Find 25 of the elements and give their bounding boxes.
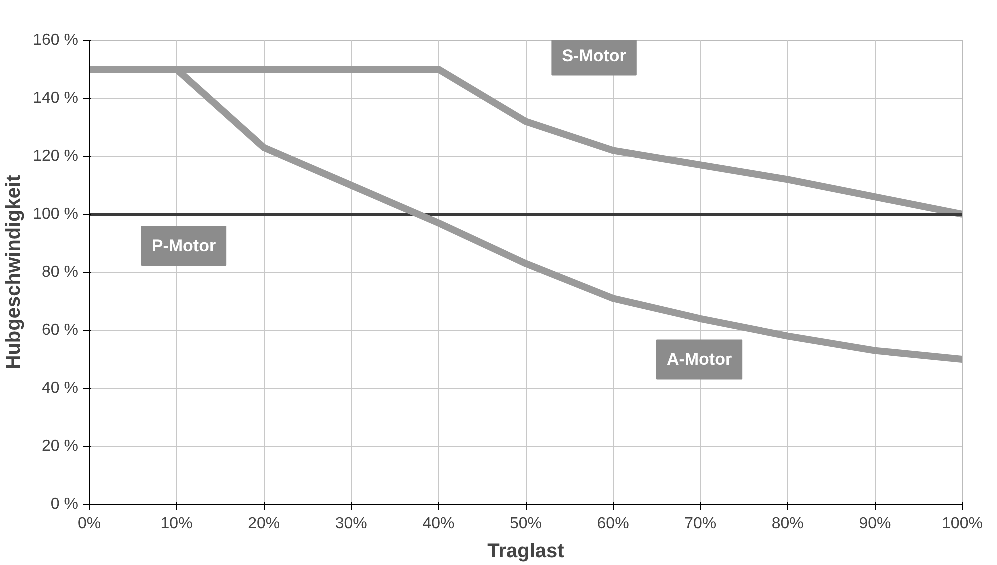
x-axis-title: Traglast — [488, 540, 565, 562]
x-tick-label: 80% — [772, 516, 804, 532]
y-tick-label: 60 % — [42, 322, 78, 339]
x-tick-label: 20% — [248, 516, 280, 532]
y-tick-label: 120 % — [33, 148, 79, 165]
x-tick-label: 70% — [684, 516, 717, 532]
text: S-Motor — [562, 46, 627, 66]
series-label: A-Motor — [666, 350, 732, 370]
y-tick-label: 160 % — [33, 32, 79, 49]
y-tick-label: 140 % — [33, 90, 79, 107]
series-label: P-Motor — [152, 236, 216, 256]
y-axis-title: Hubgeschwindigkeit — [3, 174, 26, 370]
x-tick-label: 60% — [597, 516, 630, 532]
x-tick-label: 90% — [859, 516, 892, 532]
x-tick-label: 10% — [160, 516, 193, 532]
x-tick-label: 100% — [942, 516, 983, 532]
y-tick-label: 100 % — [33, 206, 79, 223]
y-tick-label: 0 % — [50, 496, 79, 513]
x-tick-label: 50% — [510, 516, 542, 532]
x-tick-label: 30% — [335, 516, 368, 532]
x-tick-label: 40% — [422, 516, 455, 532]
x-tick-label: 0% — [78, 516, 102, 532]
y-tick-label: 40 % — [42, 380, 78, 397]
y-tick-label: 20 % — [42, 438, 78, 455]
y-tick-label: 80 % — [42, 264, 78, 281]
